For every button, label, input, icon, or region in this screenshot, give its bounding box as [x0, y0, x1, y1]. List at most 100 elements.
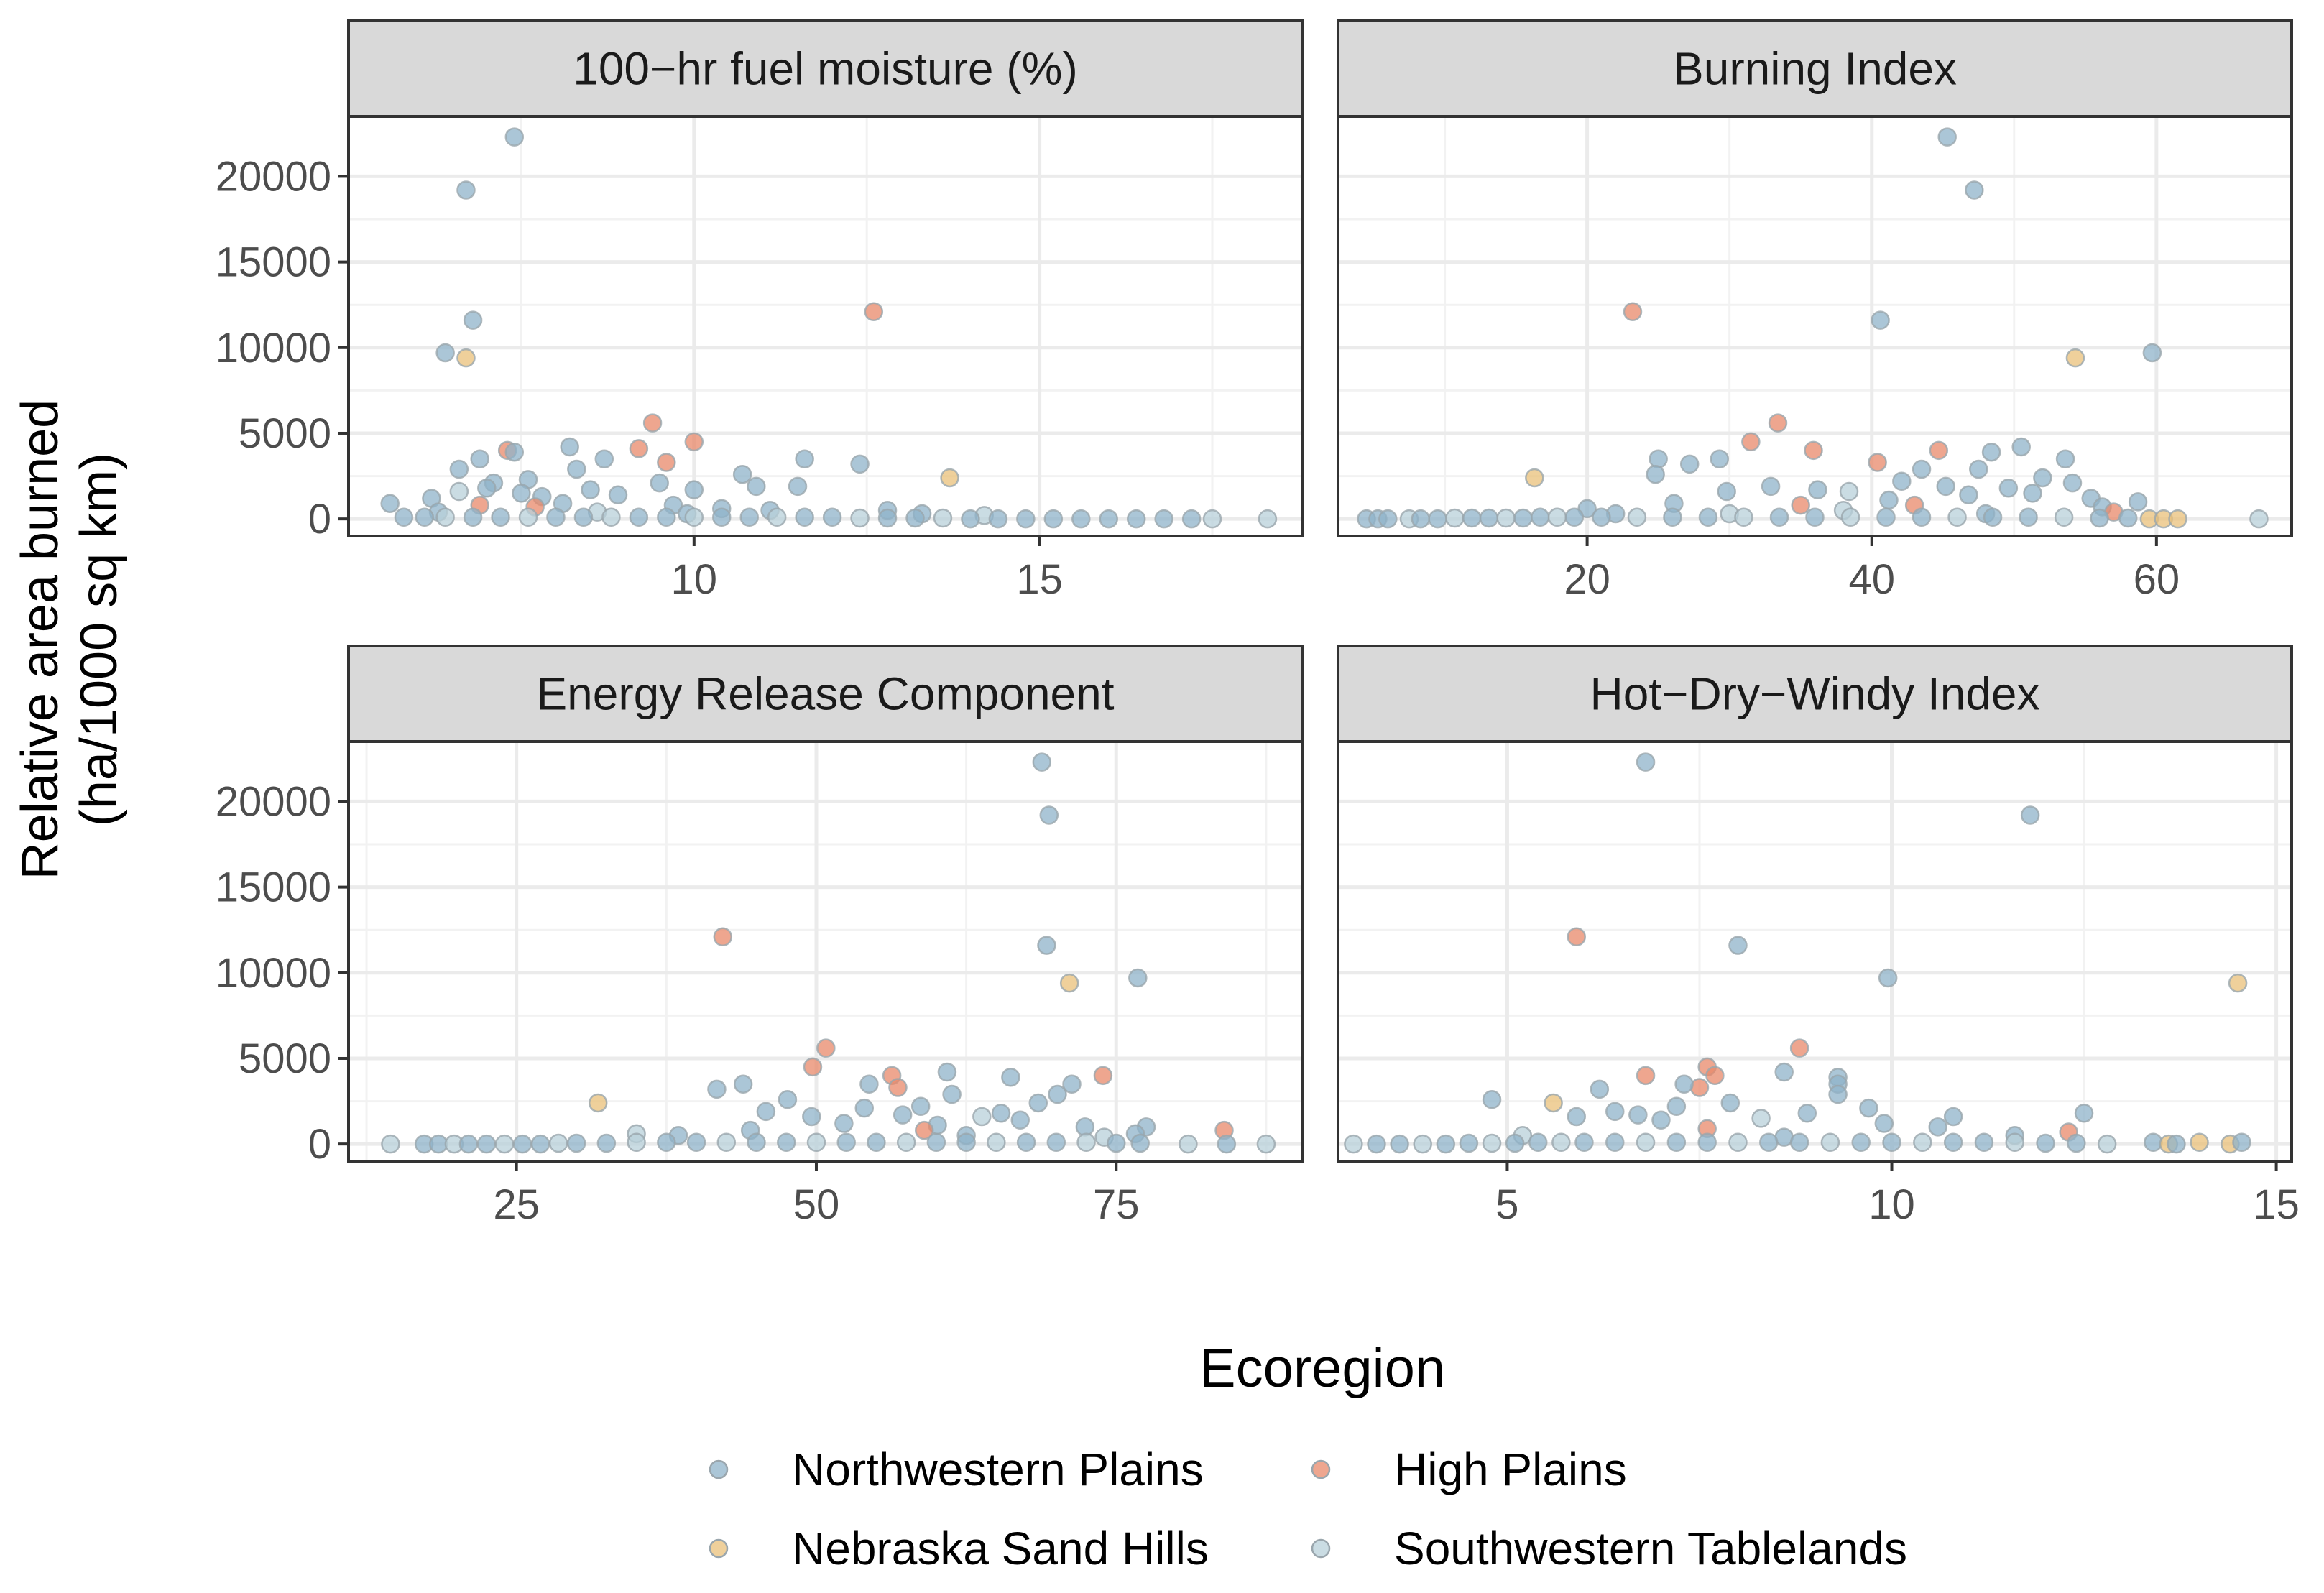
panel-strip: [347, 645, 1304, 743]
data-point: [1761, 476, 1781, 497]
data-point: [1256, 1134, 1276, 1154]
legend-key: [709, 1459, 729, 1479]
data-point: [1623, 302, 1643, 321]
data-point: [1016, 1132, 1036, 1153]
data-point: [1717, 481, 1736, 502]
data-point: [1551, 1132, 1571, 1153]
data-point: [1679, 454, 1700, 474]
data-point: [1728, 1132, 1748, 1153]
data-point: [1871, 310, 1890, 330]
data-point: [1390, 1134, 1409, 1154]
data-point: [1217, 1134, 1237, 1154]
x-tick-label: 40: [1848, 556, 1895, 603]
data-point: [716, 1132, 737, 1153]
data-point: [1947, 507, 1967, 527]
data-point: [1459, 1133, 1479, 1153]
data-points: [380, 127, 1278, 529]
data-point: [2062, 473, 2083, 493]
y-tick-label: 15000: [216, 239, 331, 286]
data-point: [2167, 1134, 2186, 1154]
x-tick-label: 50: [793, 1181, 840, 1228]
data-point: [712, 507, 732, 527]
data-points: [1344, 752, 2251, 1154]
data-point: [657, 453, 676, 472]
panel-strip: [347, 19, 1304, 118]
x-tick-label: 15: [2253, 1181, 2300, 1228]
data-point: [456, 180, 476, 200]
panel-strip: [1337, 645, 2293, 743]
data-point: [684, 507, 704, 527]
data-point: [1882, 1132, 1901, 1153]
data-point: [1936, 476, 1955, 497]
data-point: [530, 1134, 550, 1154]
data-point: [1436, 1134, 1456, 1154]
data-point: [573, 507, 594, 527]
major-gridlines: [349, 116, 1302, 536]
data-point: [642, 413, 663, 433]
data-point: [850, 454, 870, 474]
data-point: [491, 507, 510, 527]
data-point: [1039, 805, 1059, 825]
data-point: [834, 1114, 854, 1133]
data-point: [987, 1132, 1006, 1153]
legend-label: Nebraska Sand Hills: [792, 1523, 1209, 1574]
data-point: [449, 481, 469, 502]
data-point: [1805, 507, 1825, 527]
data-point: [1076, 1132, 1096, 1153]
x-axis: 5 10 15: [1495, 1161, 2300, 1228]
data-point: [380, 494, 400, 513]
data-point: [629, 439, 649, 458]
data-point: [1666, 1096, 1687, 1116]
data-point: [914, 1120, 934, 1140]
data-point: [1913, 1132, 1932, 1153]
data-point: [601, 507, 621, 527]
data-point: [463, 507, 483, 527]
data-point: [1525, 468, 1544, 488]
panel-100-hr-fuel-moisture: 100−hr fuel moisture (%) 10 15 0 5000 10000 15…: [216, 19, 1304, 603]
data-point: [1820, 1132, 1840, 1153]
data-point: [1428, 509, 1447, 529]
data-point: [1411, 509, 1431, 529]
data-point: [1937, 127, 1957, 147]
data-point: [926, 1132, 946, 1153]
data-point: [1859, 1098, 1878, 1118]
data-point: [1734, 507, 1753, 527]
data-point: [1874, 1114, 1894, 1133]
data-point: [732, 464, 752, 484]
x-tick-label: 10: [671, 556, 718, 603]
data-point: [684, 480, 704, 499]
x-tick-label: 60: [2134, 556, 2180, 603]
data-point: [1840, 507, 1860, 527]
data-point: [512, 484, 531, 503]
data-point: [1462, 508, 1482, 528]
panel-energy-release-component: Energy Release Component 25 50 75 0 5000 10000…: [216, 645, 1304, 1228]
data-point: [1028, 1093, 1048, 1113]
y-tick-label: 0: [308, 1121, 331, 1168]
legend-key: [1311, 1459, 1331, 1479]
data-point: [1479, 508, 1499, 528]
legend-item-northwestern-plains: Northwestern Plains: [709, 1444, 1204, 1495]
data-point: [788, 476, 808, 497]
data-point: [1344, 1134, 1363, 1154]
legend-label: Southwestern Tablelands: [1394, 1523, 1907, 1574]
data-point: [394, 507, 414, 527]
data-point: [2249, 509, 2269, 529]
data-point: [512, 1134, 532, 1154]
plot-area: [1338, 116, 2292, 536]
data-point: [1544, 1093, 1563, 1113]
y-axis-title-line-1: Relative area burned: [11, 400, 69, 879]
data-point: [1674, 1074, 1694, 1094]
data-point: [1016, 509, 1036, 529]
data-point: [756, 1102, 776, 1122]
data-point: [381, 1134, 400, 1154]
data-point: [1943, 1107, 1963, 1127]
data-point: [1179, 1134, 1198, 1154]
legend-item-nebraska-sand-hills: Nebraska Sand Hills: [709, 1523, 1209, 1574]
data-point: [803, 1057, 823, 1077]
data-point: [1482, 1089, 1502, 1109]
data-point: [2168, 509, 2187, 529]
data-point: [1567, 927, 1586, 946]
data-point: [2011, 437, 2031, 457]
data-point: [435, 343, 455, 363]
